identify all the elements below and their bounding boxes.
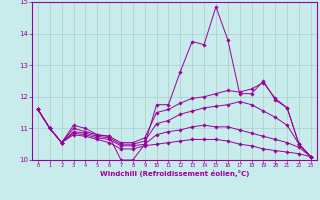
X-axis label: Windchill (Refroidissement éolien,°C): Windchill (Refroidissement éolien,°C) xyxy=(100,170,249,177)
